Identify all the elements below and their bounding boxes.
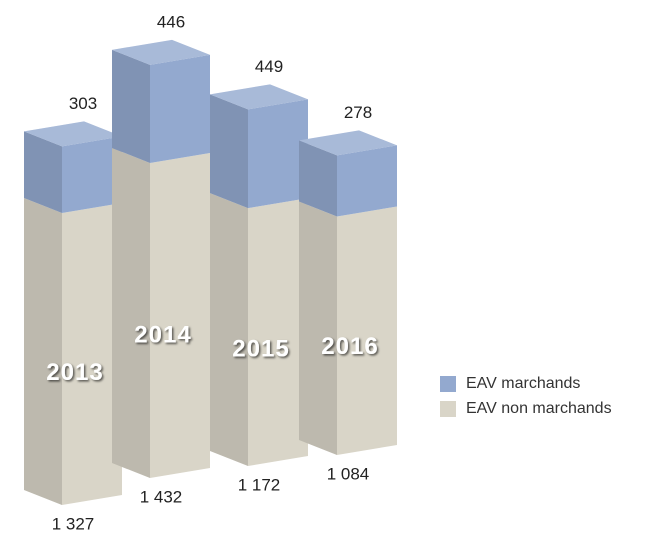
- bar-segment: [210, 84, 308, 209]
- bar-top: [210, 84, 308, 110]
- legend-swatch: [440, 376, 456, 392]
- bar-front: [150, 54, 210, 163]
- bar-side: [24, 198, 62, 505]
- bar-top-shade: [112, 39, 210, 65]
- category-label: 2013: [46, 359, 103, 386]
- legend-label: EAV marchands: [466, 375, 580, 392]
- bar-front: [62, 203, 122, 505]
- bar-top-shade: [299, 130, 397, 156]
- bar-front: [248, 99, 308, 209]
- bar-side: [299, 140, 337, 217]
- bar-front: [150, 152, 210, 478]
- value-label: 1 084: [327, 464, 370, 483]
- bar-side-shade: [299, 201, 337, 455]
- bar-side: [210, 193, 248, 466]
- bar-side-shade: [24, 131, 62, 214]
- bar-segment: [112, 147, 210, 478]
- bar-side-shade: [299, 140, 337, 217]
- bar-segment: [24, 121, 122, 214]
- bar-segment: [299, 201, 397, 455]
- value-label: 446: [157, 12, 185, 31]
- bar-side: [299, 201, 337, 455]
- bar-side-shade: [210, 193, 248, 466]
- bar-front: [337, 145, 397, 217]
- bar-side: [112, 49, 150, 163]
- bar-front: [337, 206, 397, 455]
- bar-top: [112, 39, 210, 65]
- legend-label: EAV non marchands: [466, 400, 612, 417]
- bar-segment: [210, 193, 308, 466]
- value-label: 449: [255, 57, 283, 76]
- bar-top: [299, 130, 397, 156]
- bar-top-shade: [210, 84, 308, 110]
- value-label: 278: [344, 103, 372, 122]
- value-label: 303: [69, 94, 97, 113]
- bar-segment: [112, 39, 210, 163]
- bar-front: [248, 198, 308, 466]
- category-label: 2014: [134, 322, 191, 349]
- bar-side: [210, 94, 248, 209]
- bar-side-shade: [210, 94, 248, 209]
- legend-swatch: [440, 401, 456, 417]
- bar-segment: [299, 130, 397, 217]
- bar-segment: [24, 198, 122, 505]
- bar-side-shade: [24, 198, 62, 505]
- bar-side: [112, 147, 150, 478]
- bar-side-shade: [112, 49, 150, 163]
- bar-front: [62, 136, 122, 214]
- category-label: 2015: [232, 335, 289, 362]
- category-label: 2016: [321, 333, 378, 360]
- bar-top-shade: [24, 121, 122, 147]
- bar-top: [24, 121, 122, 147]
- bar-side: [24, 131, 62, 214]
- value-label: 1 327: [52, 514, 95, 533]
- value-label: 1 432: [140, 487, 183, 506]
- value-label: 1 172: [238, 475, 281, 494]
- bar-side-shade: [112, 147, 150, 478]
